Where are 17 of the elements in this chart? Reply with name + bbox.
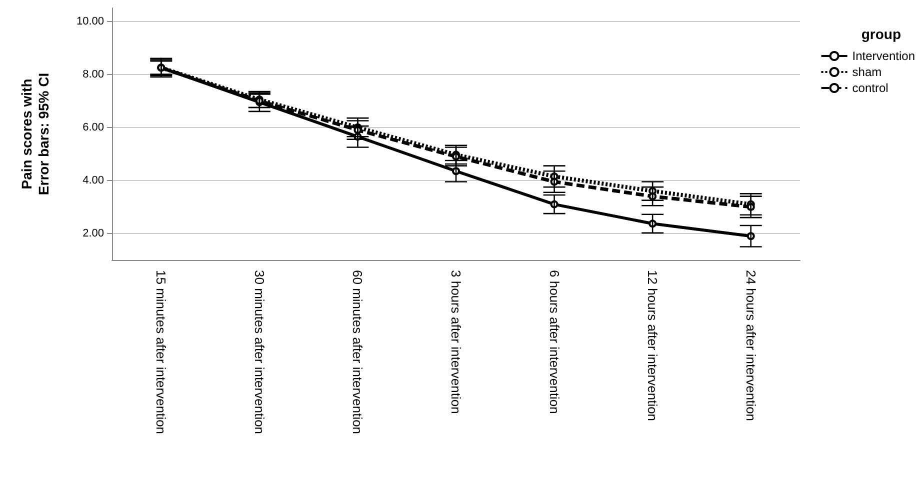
x-tick-label: 15 minutes after intervention — [154, 270, 169, 434]
y-tick-label: 2.00 — [82, 227, 104, 240]
x-tick-label: 30 minutes after intervention — [252, 270, 267, 434]
legend-label: control — [852, 81, 888, 95]
y-axis-title: Pain scores with Error bars: 95% CI — [18, 72, 52, 196]
legend-title: group — [861, 26, 901, 42]
x-tick-label: 3 hours after intervention — [448, 270, 464, 414]
x-tick-label: 6 hours after intervention — [546, 270, 562, 414]
y-tick-label: 6.00 — [82, 121, 104, 134]
x-tick-label: 24 hours after intervention — [743, 270, 758, 422]
y-tick-label: 10.00 — [76, 15, 104, 28]
y-tick-label: 8.00 — [82, 68, 104, 80]
y-tick-label: 4.00 — [82, 174, 104, 186]
legend-label: sham — [852, 65, 882, 79]
x-tick-label: 60 minutes after intervention — [350, 270, 366, 434]
legend-label: Intervention — [852, 49, 916, 63]
x-tick-label: 12 hours after intervention — [645, 270, 660, 422]
